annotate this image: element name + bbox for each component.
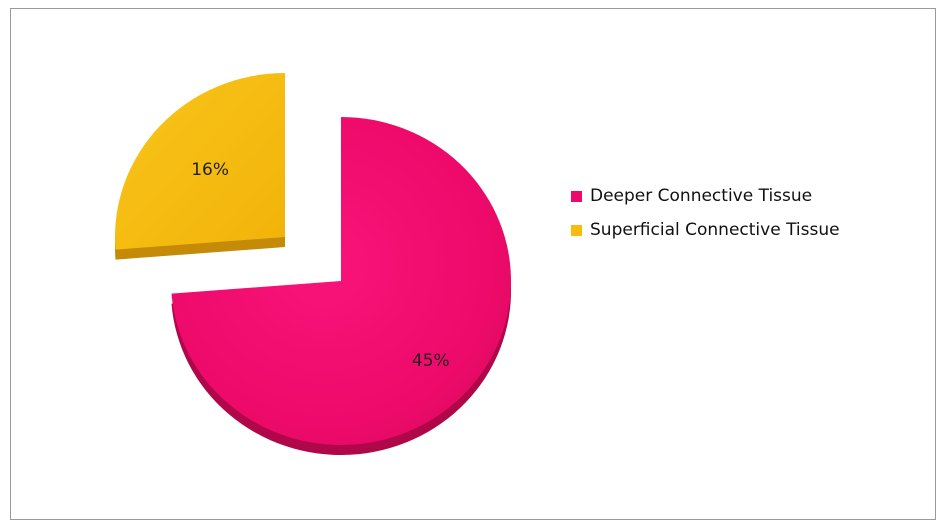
data-label-deeper: 45% xyxy=(412,351,450,371)
data-label-superficial: 16% xyxy=(191,160,229,180)
legend: Deeper Connective Tissue Superficial Con… xyxy=(571,179,840,247)
legend-label-deeper: Deeper Connective Tissue xyxy=(590,186,813,206)
pie-slice-deeper xyxy=(171,117,512,445)
legend-item-superficial: Superficial Connective Tissue xyxy=(571,213,840,247)
pie-slice-superficial xyxy=(114,73,285,250)
pie-chart: 45% 16% xyxy=(114,73,512,456)
legend-swatch-deeper xyxy=(571,190,582,202)
chart-area: 45% 16% Deeper Connective Tissue Superfic… xyxy=(10,8,936,520)
legend-swatch-superficial xyxy=(571,224,582,236)
legend-label-superficial: Superficial Connective Tissue xyxy=(590,220,840,240)
legend-item-deeper: Deeper Connective Tissue xyxy=(571,179,840,213)
